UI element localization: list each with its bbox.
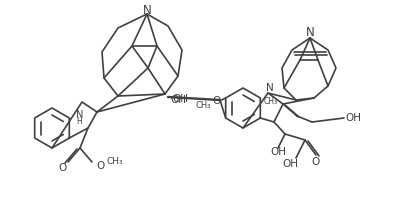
Text: CH₃: CH₃ [263,97,277,106]
Text: O: O [59,163,67,173]
Text: N: N [305,26,314,39]
Text: CH₃: CH₃ [195,101,211,110]
Text: N: N [265,83,273,93]
Text: OH: OH [170,95,186,105]
Text: OH: OH [269,147,285,157]
Text: OH: OH [172,94,188,104]
Text: OH: OH [344,113,360,123]
Text: H: H [76,117,82,127]
Text: CH₃: CH₃ [107,157,124,167]
Text: O: O [96,161,104,171]
Text: N: N [76,110,83,120]
Text: N: N [142,5,151,18]
Text: O: O [311,157,319,167]
Text: O: O [212,96,220,106]
Text: OH: OH [281,159,297,169]
